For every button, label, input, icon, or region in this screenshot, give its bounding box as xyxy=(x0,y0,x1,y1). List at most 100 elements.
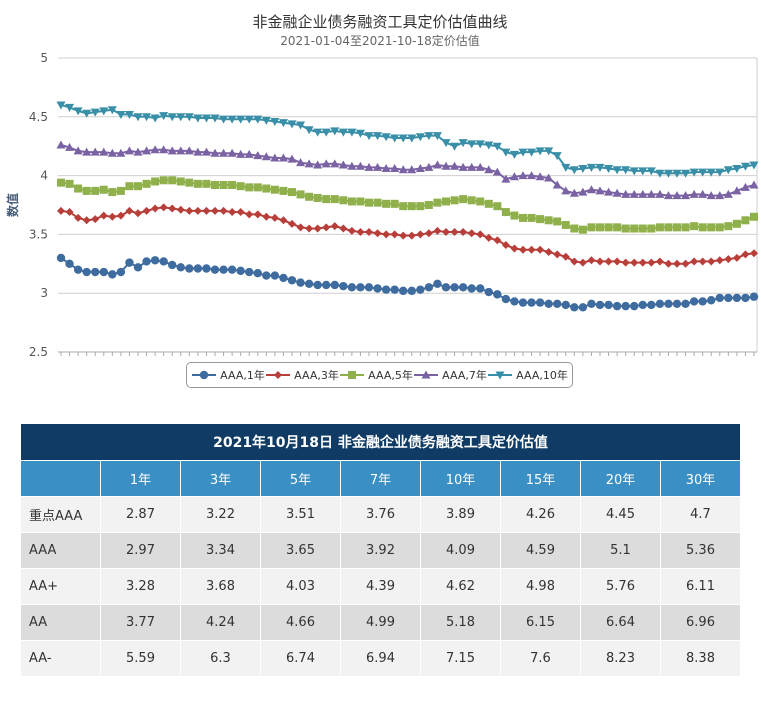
data-point xyxy=(347,128,357,137)
data-point xyxy=(415,164,425,173)
data-point xyxy=(432,160,442,169)
legend-item[interactable]: AAA,1年 xyxy=(191,367,265,383)
data-point xyxy=(672,299,682,308)
data-point xyxy=(330,159,340,168)
data-point xyxy=(416,230,425,239)
y-tick-label: 4 xyxy=(40,169,48,183)
table-column-header: 7年 xyxy=(340,460,421,497)
data-point xyxy=(338,128,348,137)
data-point xyxy=(373,198,382,207)
data-point xyxy=(167,146,177,155)
table-cell: 3.92 xyxy=(340,532,421,569)
data-point xyxy=(339,281,348,291)
data-point xyxy=(390,230,399,239)
legend-label: AAA,3年 xyxy=(294,369,339,382)
data-point xyxy=(261,116,271,125)
data-point xyxy=(56,140,66,149)
data-point xyxy=(458,139,468,148)
data-point xyxy=(288,219,296,228)
data-point xyxy=(201,147,211,156)
data-point xyxy=(450,196,459,205)
data-point xyxy=(202,206,211,215)
table-cell: 3.65 xyxy=(260,532,341,569)
data-point xyxy=(99,267,108,277)
data-point xyxy=(604,300,613,310)
data-point xyxy=(621,189,631,198)
data-point xyxy=(476,230,485,239)
legend-item[interactable]: AAA,10年 xyxy=(487,367,568,383)
data-point xyxy=(168,204,177,213)
data-point xyxy=(536,215,545,224)
data-point xyxy=(108,270,117,279)
data-point xyxy=(484,199,493,208)
data-point xyxy=(313,160,323,169)
data-point xyxy=(382,230,391,239)
data-point xyxy=(527,148,537,157)
data-point xyxy=(467,162,477,171)
data-point xyxy=(732,186,742,195)
data-point xyxy=(501,240,510,249)
legend-item[interactable]: AAA,5年 xyxy=(339,367,413,383)
data-point xyxy=(211,181,219,190)
data-point xyxy=(706,191,716,200)
data-point xyxy=(664,299,673,308)
data-point xyxy=(390,199,399,208)
data-point xyxy=(655,299,665,308)
data-point xyxy=(91,267,100,277)
data-point xyxy=(715,293,724,303)
data-point xyxy=(150,114,160,123)
data-point xyxy=(698,189,708,198)
data-point xyxy=(193,206,202,215)
series-2 xyxy=(57,203,758,268)
data-point xyxy=(116,148,126,157)
data-point xyxy=(424,201,433,209)
data-point xyxy=(142,257,151,266)
series-line xyxy=(60,257,755,309)
table-cell: 2.97 xyxy=(100,532,181,569)
data-point xyxy=(274,371,283,379)
legend-item[interactable]: AAA,7年 xyxy=(413,367,487,383)
data-point xyxy=(287,276,297,285)
data-point xyxy=(142,146,152,155)
data-point xyxy=(441,139,451,148)
data-point xyxy=(168,260,177,270)
data-point xyxy=(339,224,348,233)
data-point xyxy=(740,162,750,171)
legend-item[interactable]: AAA,3年 xyxy=(265,367,339,383)
data-point xyxy=(433,226,442,235)
data-point xyxy=(629,189,639,198)
table-cell: 4.59 xyxy=(500,532,581,569)
data-point xyxy=(193,264,203,273)
data-point xyxy=(510,211,519,220)
data-point xyxy=(356,283,365,292)
data-point xyxy=(450,228,459,237)
data-point xyxy=(595,163,605,172)
data-point xyxy=(82,216,91,225)
data-point xyxy=(382,199,391,208)
data-point xyxy=(296,223,305,232)
data-point xyxy=(689,297,699,306)
data-point xyxy=(450,161,460,170)
table-header-corner xyxy=(20,460,101,497)
valuation-table: 2021年10月18日 非金融企业债务融资工具定价估值 1年 3年 5年 7年 10年 1… xyxy=(20,423,741,677)
data-point xyxy=(492,167,502,176)
data-point xyxy=(604,257,613,266)
data-point xyxy=(459,228,468,237)
data-point xyxy=(390,134,400,143)
data-point xyxy=(647,224,656,233)
data-point xyxy=(390,164,400,173)
data-point xyxy=(467,284,476,293)
data-point xyxy=(442,197,450,206)
data-point xyxy=(313,128,323,137)
data-point xyxy=(655,223,664,232)
data-point xyxy=(381,133,391,142)
data-point xyxy=(373,132,383,141)
data-point xyxy=(133,113,143,122)
data-point xyxy=(544,248,553,257)
data-point xyxy=(578,258,587,267)
data-point xyxy=(347,283,357,292)
data-point xyxy=(467,229,476,238)
series-1 xyxy=(56,253,759,312)
data-point xyxy=(578,187,588,196)
table-column-header: 3年 xyxy=(180,460,261,497)
